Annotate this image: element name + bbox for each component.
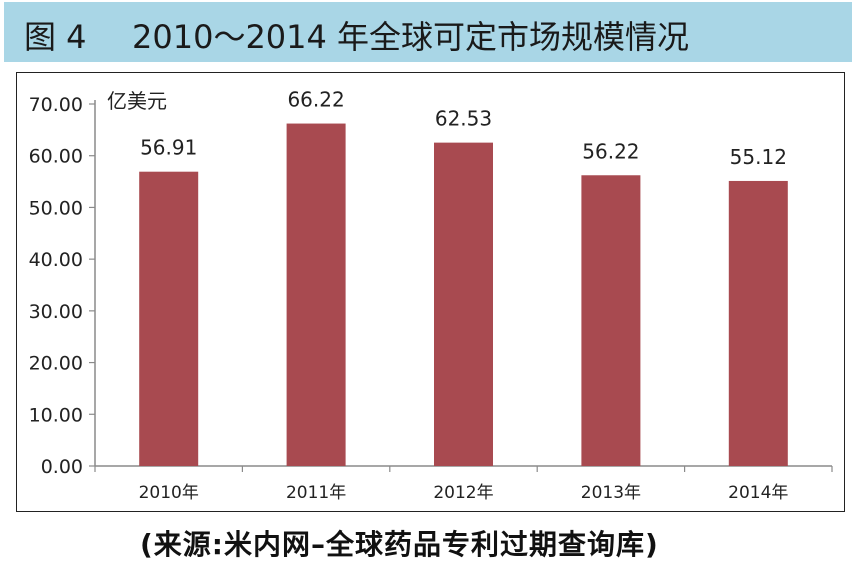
x-tick-labels: 2010年 2011年 2012年 2013年 2014年: [139, 483, 789, 503]
x-tick-label: 2011年: [286, 483, 346, 503]
bar: [286, 123, 346, 466]
bar: [139, 171, 199, 466]
chart-frame: 0.00 10.00 20.00 30.00 40.00 50.00 60.00 70.00 …: [16, 72, 845, 512]
bar: [434, 142, 493, 467]
x-tick-label: 2013年: [581, 483, 641, 503]
source-note: (来源:米内网–全球药品专利过期查询库): [140, 528, 659, 561]
bar-value-label: 62.53: [435, 107, 492, 131]
y-tick-label: 50.00: [29, 197, 83, 219]
y-tick-label: 30.00: [29, 301, 83, 323]
value-labels: 56.91 66.22 62.53 56.22 55.12: [140, 88, 787, 169]
bar-chart: 0.0010.0020.0030.0040.0050.0060.0070.00 …: [29, 88, 833, 503]
title-bar: 图 4 2010～2014 年全球可定市场规模情况: [4, 2, 852, 62]
x-tick-label: 2012年: [433, 483, 493, 503]
y-axis-unit-label: 亿美元: [107, 89, 167, 113]
y-tick-label: 10.00: [29, 404, 83, 426]
y-tick-label: 70.00: [29, 94, 83, 116]
y-tick-label: 40.00: [29, 249, 83, 271]
y-tick-label: 60.00: [29, 146, 83, 168]
chart-title: 2010～2014 年全球可定市场规模情况: [132, 18, 690, 56]
y-tick-label: 0.00: [41, 456, 83, 478]
bars: [139, 123, 788, 467]
bar-value-label: 56.91: [140, 136, 197, 160]
bar: [728, 180, 788, 466]
y-ticks: 0.00 10.00 20.00 30.00 40.00 50.00 60.00 70.00: [29, 94, 95, 478]
bar-value-label: 55.12: [730, 145, 787, 169]
bar: [581, 175, 641, 467]
bar-value-label: 56.22: [582, 139, 639, 163]
bar-value-label: 66.22: [287, 88, 344, 112]
x-tick-label: 2014年: [728, 483, 788, 503]
figure-number: 图 4: [24, 18, 87, 56]
x-tick-label: 2010年: [139, 483, 199, 503]
y-tick-label: 20.00: [29, 353, 83, 375]
